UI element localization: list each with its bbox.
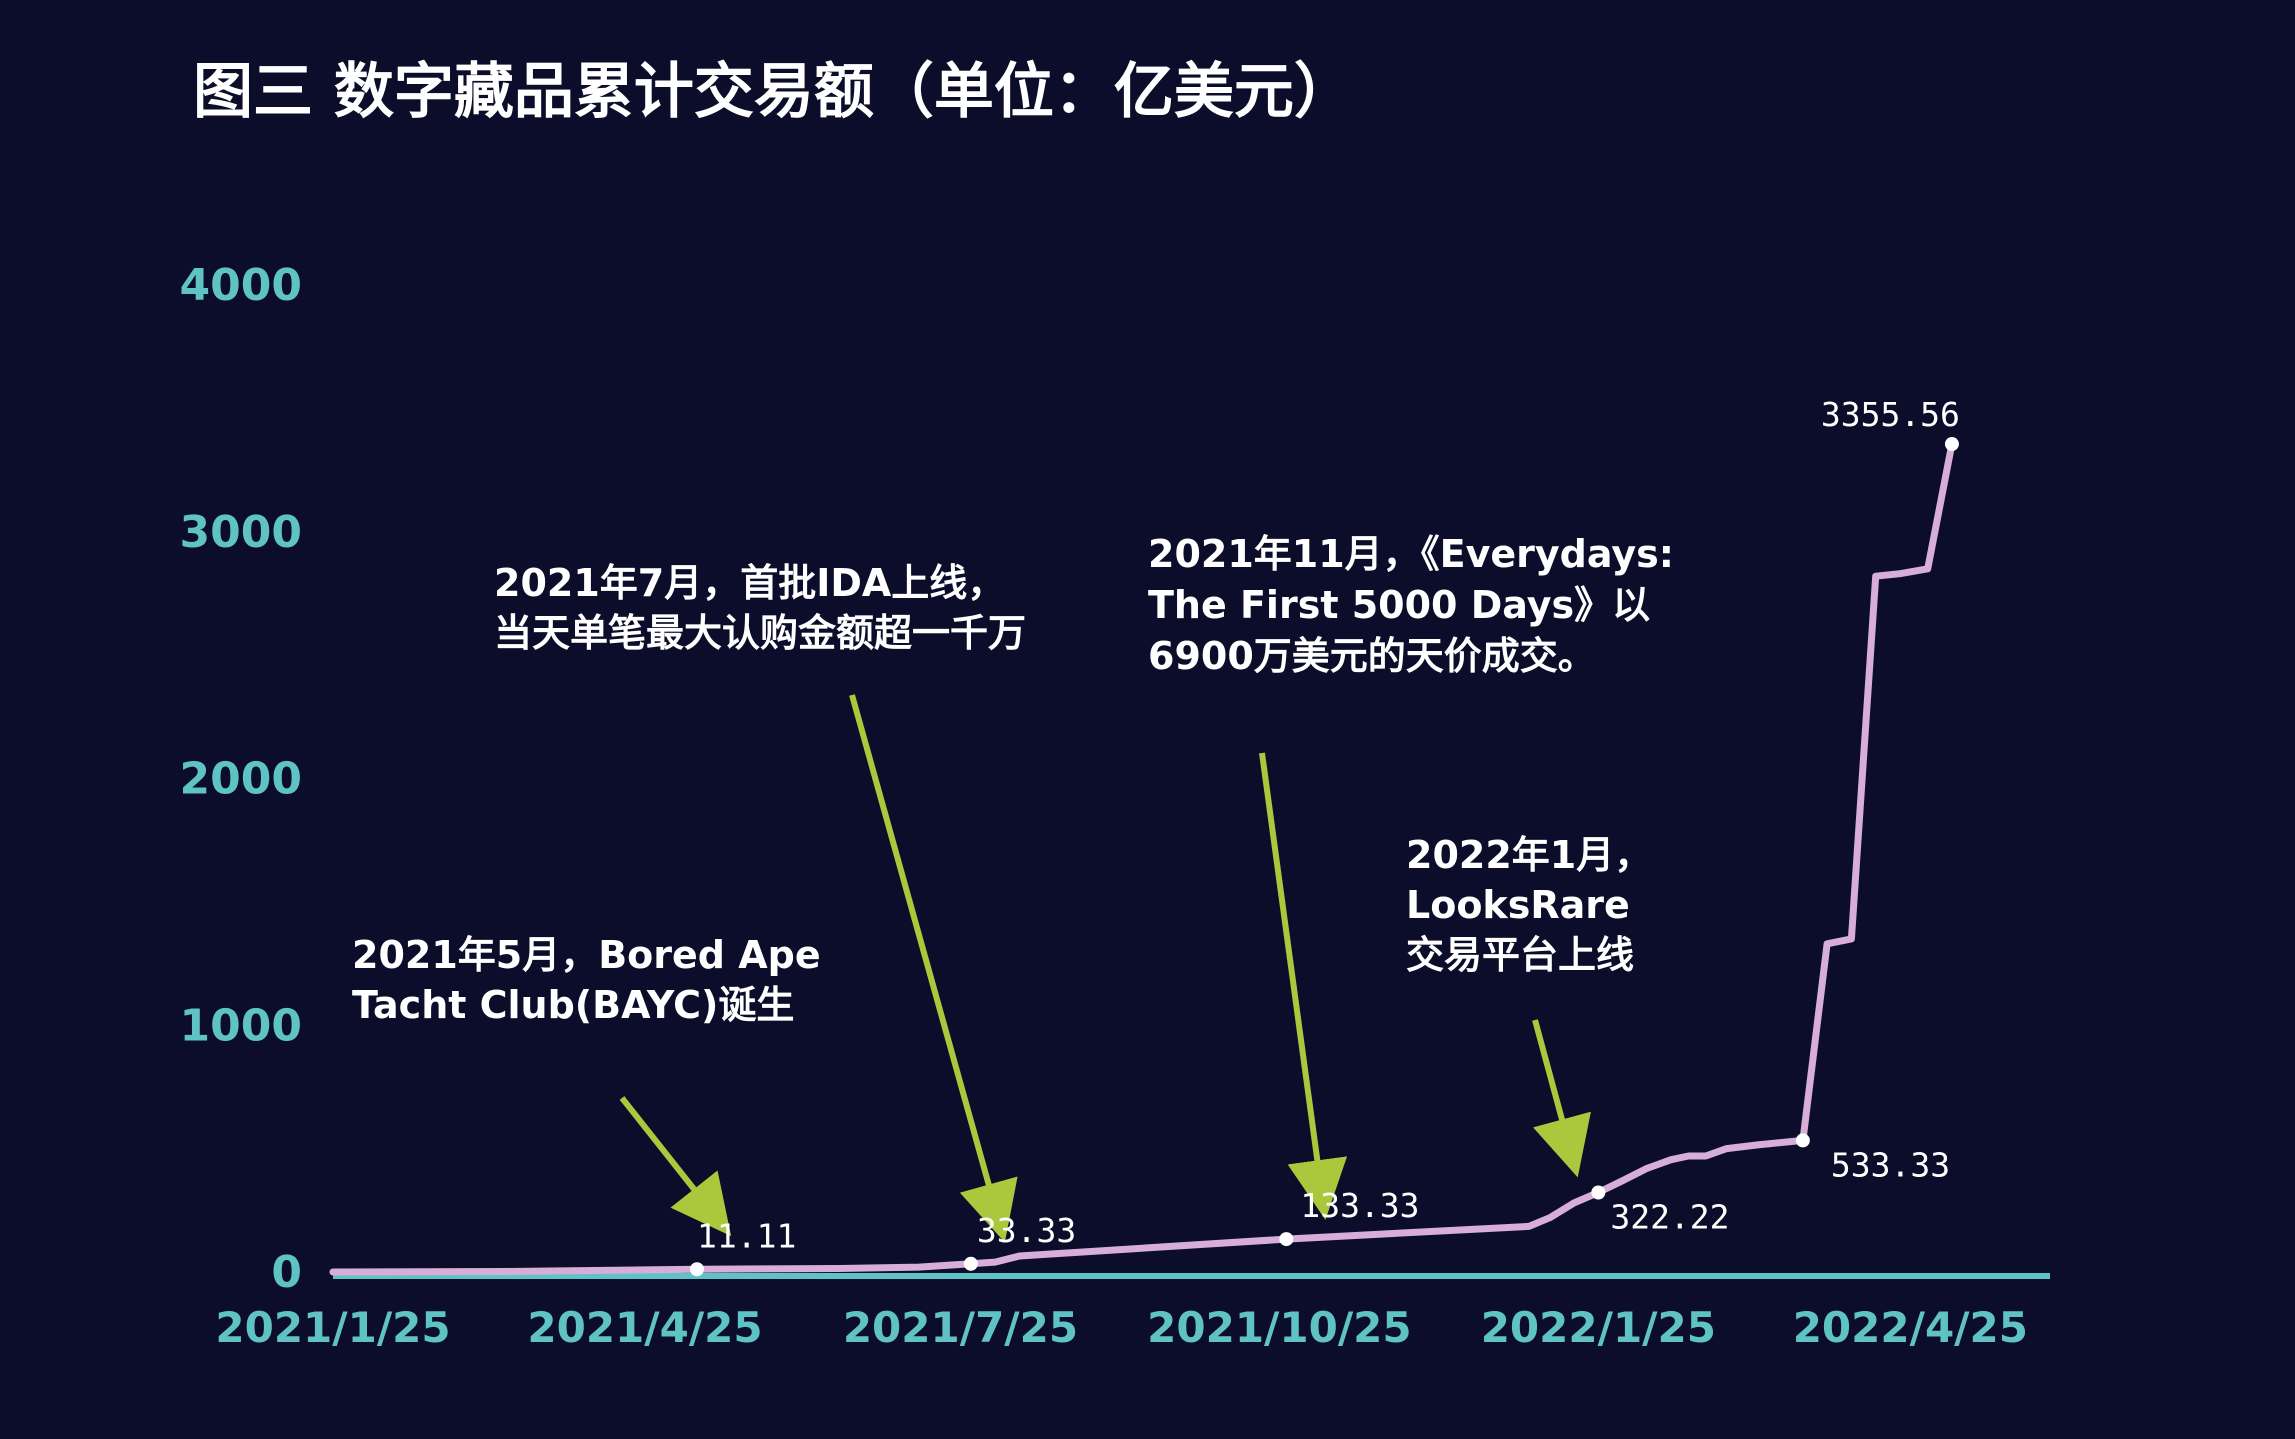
annotation-arrow (1259, 752, 1348, 1220)
annotation-text: 交易平台上线 (1406, 933, 1634, 977)
annotation-text: 当天单笔最大认购金额超一千万 (494, 611, 1026, 655)
y-tick-label: 3000 (180, 507, 302, 558)
annotation-text: 2021年7月，首批IDA上线， (494, 561, 1005, 605)
y-tick-label: 1000 (180, 1000, 302, 1051)
data-point-marker (1944, 437, 1959, 452)
annotation: 2022年1月， LooksRare 交易平台上线 (1406, 833, 1652, 1178)
annotation-text: 2021年11月，《Everydays: (1148, 532, 1674, 576)
data-label: 533.33 (1831, 1145, 1950, 1184)
y-axis: 0 1000 2000 3000 4000 (180, 260, 302, 1298)
annotation-arrow (619, 1096, 732, 1237)
annotation: 2021年7月，首批IDA上线， 当天单笔最大认购金额超一千万 (494, 561, 1026, 1243)
annotation-arrow (1532, 1019, 1591, 1178)
x-tick-label: 2021/4/25 (527, 1303, 762, 1352)
y-tick-label: 0 (271, 1247, 302, 1298)
x-tick-label: 2021/10/25 (1147, 1303, 1411, 1352)
y-tick-label: 4000 (180, 260, 302, 311)
annotation-arrow (849, 694, 1018, 1243)
annotation-text: LooksRare (1406, 883, 1630, 927)
x-tick-label: 2021/1/25 (215, 1303, 450, 1352)
x-tick-label: 2022/1/25 (1481, 1303, 1716, 1352)
annotation-text: 2021年5月，Bored Ape (352, 933, 821, 977)
x-tick-label: 2021/7/25 (843, 1303, 1078, 1352)
data-label: 11.11 (697, 1216, 796, 1255)
series-line (329, 440, 1956, 1276)
labeled-points-layer: 11.11 33.33 133.33 322.22 533.33 3355.56 (690, 395, 1960, 1277)
annotation: 2021年11月，《Everydays: The First 5000 Days》… (1148, 532, 1674, 1220)
annotation-text: Tacht Club(BAYC)诞生 (352, 983, 794, 1027)
data-label: 322.22 (1610, 1197, 1729, 1236)
annotation-text: 2022年1月， (1406, 833, 1652, 877)
chart-title: 图三 数字藏品累计交易额（单位：亿美元） (193, 57, 1354, 127)
annotation-text: The First 5000 Days》以 (1148, 583, 1650, 627)
annotation: 2021年5月，Bored Ape Tacht Club(BAYC)诞生 (352, 933, 821, 1237)
x-axis: 2021/1/25 2021/4/25 2021/7/25 2021/10/25 202… (215, 1273, 2050, 1352)
annotation-text: 6900万美元的天价成交。 (1148, 634, 1596, 678)
x-tick-label: 2022/4/25 (1793, 1303, 2028, 1352)
data-label: 3355.56 (1821, 395, 1960, 434)
data-label: 133.33 (1300, 1186, 1419, 1225)
data-point-marker (690, 1262, 704, 1277)
data-point-marker (1279, 1232, 1294, 1247)
data-point-marker (1591, 1185, 1606, 1200)
y-tick-label: 2000 (180, 754, 302, 805)
series-layer (329, 440, 1956, 1276)
data-point-marker (1795, 1133, 1810, 1148)
data-point-marker (963, 1256, 978, 1271)
data-label: 33.33 (977, 1211, 1076, 1250)
